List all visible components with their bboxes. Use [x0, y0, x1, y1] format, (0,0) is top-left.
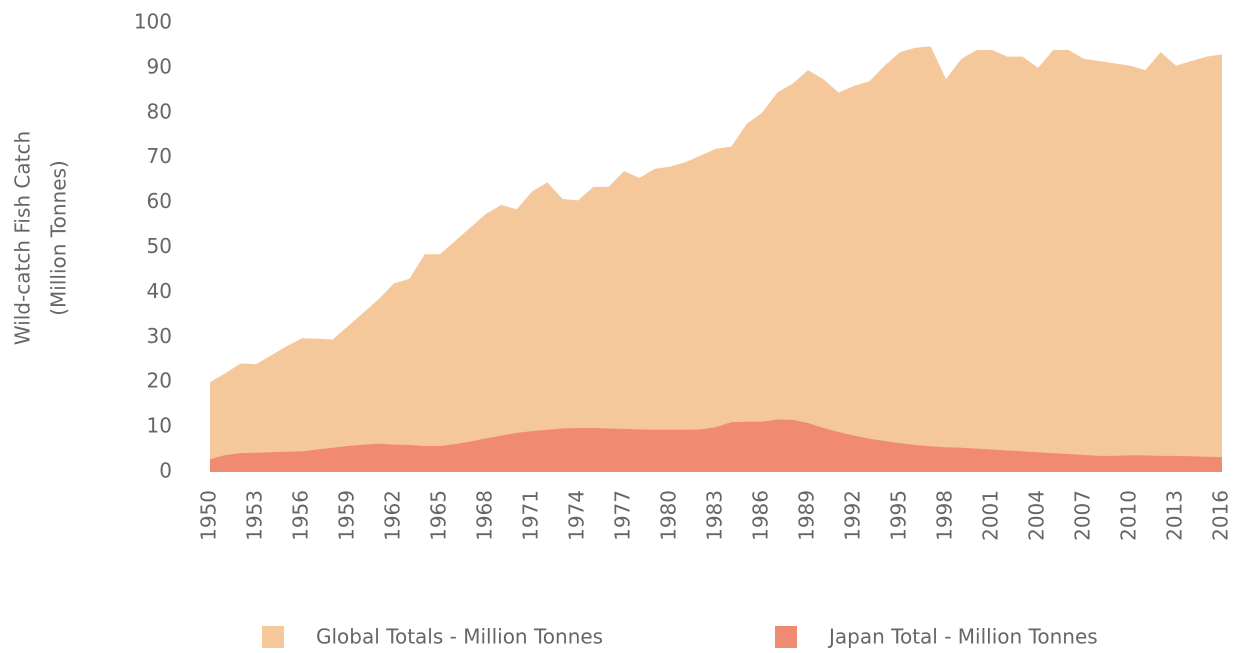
x-tick-label: 1962 [381, 490, 405, 541]
legend-swatch [775, 626, 797, 648]
y-tick-label: 90 [147, 54, 172, 78]
x-tick-label: 2001 [979, 490, 1003, 541]
y-tick-label: 40 [147, 279, 172, 303]
x-tick-label: 1998 [933, 490, 957, 541]
y-axis-label: Wild-catch Fish Catch [11, 131, 35, 345]
x-tick-label: 1989 [795, 490, 819, 541]
x-tick-label: 2004 [1025, 490, 1049, 541]
x-tick-label: 1968 [473, 490, 497, 541]
y-tick-label: 70 [147, 144, 172, 168]
y-tick-label: 10 [147, 414, 172, 438]
y-tick-label: 0 [159, 459, 172, 483]
x-tick-label: 1965 [427, 490, 451, 541]
legend-label: Japan Total - Million Tonnes [827, 625, 1098, 649]
x-tick-label: 1956 [289, 490, 313, 541]
x-tick-label: 2013 [1163, 490, 1187, 541]
x-tick-label: 1974 [565, 490, 589, 541]
x-tick-label: 1950 [197, 490, 221, 541]
x-tick-label: 1986 [749, 490, 773, 541]
x-tick-label: 2010 [1117, 490, 1141, 541]
x-tick-label: 1983 [703, 490, 727, 541]
y-tick-label: 30 [147, 324, 172, 348]
x-tick-label: 1995 [887, 490, 911, 541]
x-tick-label: 1971 [519, 490, 543, 541]
x-tick-label: 2016 [1209, 490, 1233, 541]
legend-label: Global Totals - Million Tonnes [316, 625, 603, 649]
area [210, 46, 1222, 473]
y-tick-label: 50 [147, 234, 172, 258]
x-tick-label: 1977 [611, 490, 635, 541]
y-tick-label: 100 [134, 10, 172, 34]
x-tick-label: 1953 [243, 490, 267, 541]
area [210, 419, 1222, 472]
x-tick-label: 1980 [657, 490, 681, 541]
y-tick-label: 80 [147, 99, 172, 123]
x-tick-label: 1992 [841, 490, 865, 541]
y-axis-label: (Million Tonnes) [47, 160, 71, 316]
y-tick-label: 20 [147, 369, 172, 393]
x-tick-label: 2007 [1071, 490, 1095, 541]
x-tick-label: 1959 [335, 490, 359, 541]
y-tick-label: 60 [147, 189, 172, 213]
legend-swatch [262, 626, 284, 648]
